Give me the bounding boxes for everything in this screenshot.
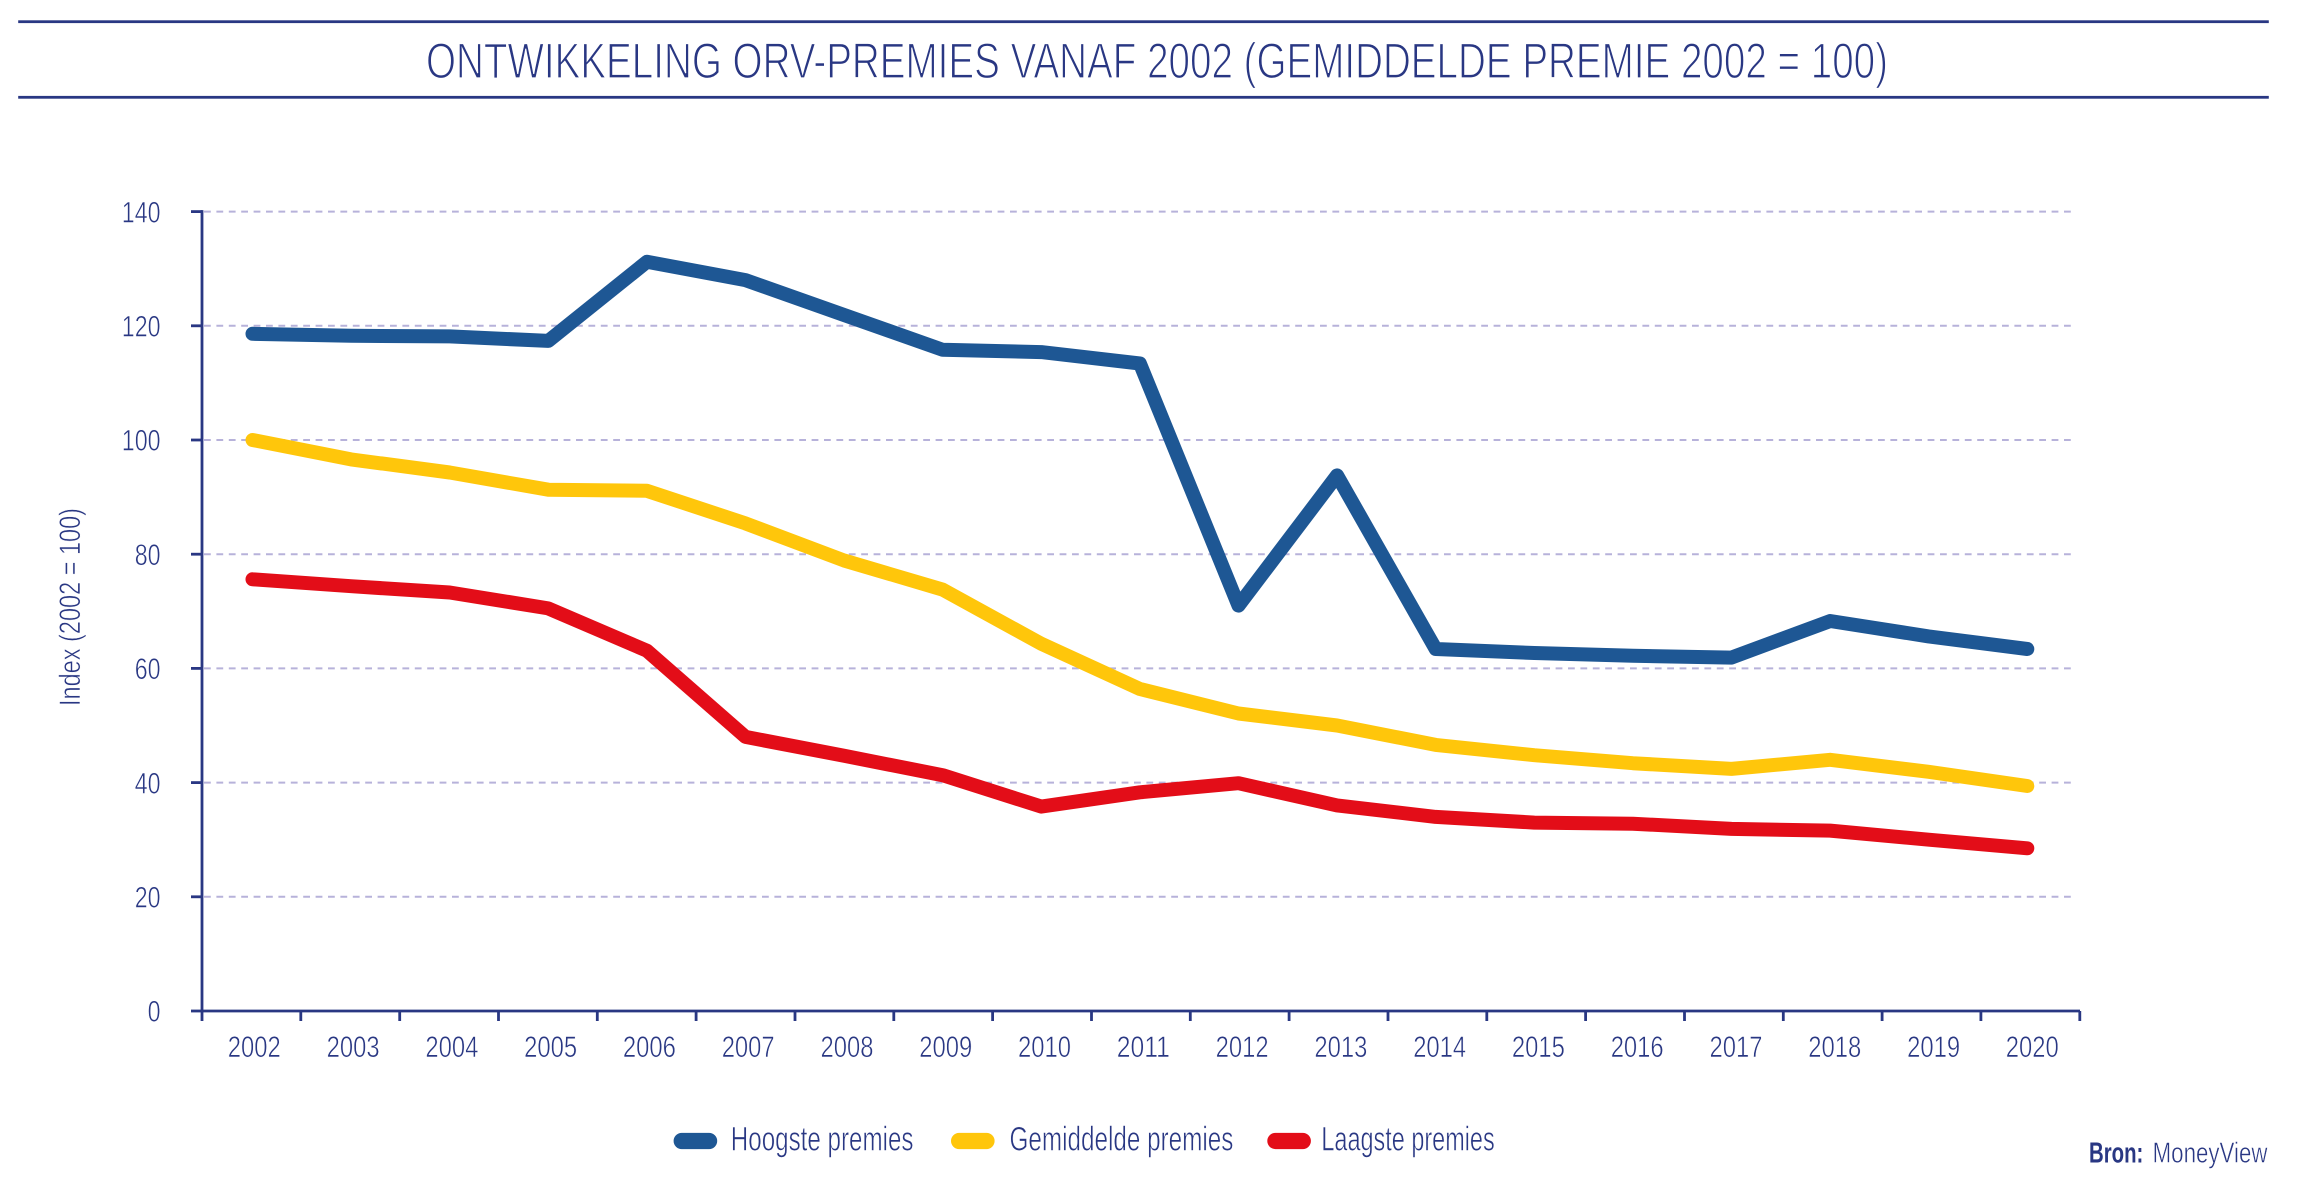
svg-text:2012: 2012 (1216, 1031, 1269, 1064)
svg-text:40: 40 (135, 767, 161, 800)
svg-text:2008: 2008 (821, 1031, 874, 1064)
svg-text:0: 0 (148, 996, 161, 1029)
svg-text:2017: 2017 (1710, 1031, 1763, 1064)
svg-text:2011: 2011 (1117, 1031, 1170, 1064)
svg-text:Laagste premies: Laagste premies (1321, 1120, 1494, 1158)
svg-text:2010: 2010 (1018, 1031, 1071, 1064)
svg-text:20: 20 (135, 882, 161, 915)
svg-text:Index (2002 = 100): Index (2002 = 100) (54, 508, 87, 706)
svg-text:2019: 2019 (1907, 1031, 1960, 1064)
svg-text:2016: 2016 (1611, 1031, 1664, 1064)
svg-text:100: 100 (122, 425, 161, 458)
svg-text:140: 140 (122, 196, 161, 229)
svg-text:2004: 2004 (425, 1031, 478, 1064)
svg-text:2018: 2018 (1808, 1031, 1861, 1064)
svg-text:Gemiddelde premies: Gemiddelde premies (1010, 1120, 1234, 1158)
svg-text:2009: 2009 (919, 1031, 972, 1064)
svg-text:80: 80 (135, 539, 161, 572)
svg-text:2005: 2005 (524, 1031, 577, 1064)
svg-text:2015: 2015 (1512, 1031, 1565, 1064)
svg-text:Hoogste premies: Hoogste premies (731, 1120, 914, 1158)
svg-text:2014: 2014 (1413, 1031, 1466, 1064)
svg-text:MoneyView: MoneyView (2153, 1138, 2269, 1170)
svg-text:2003: 2003 (327, 1031, 380, 1064)
svg-text:2007: 2007 (722, 1031, 775, 1064)
svg-text:2002: 2002 (228, 1031, 281, 1064)
svg-text:2013: 2013 (1314, 1031, 1367, 1064)
svg-text:120: 120 (122, 311, 161, 344)
svg-text:Bron:: Bron: (2089, 1138, 2143, 1170)
svg-text:ONTWIKKELING ORV-PREMIES VANAF: ONTWIKKELING ORV-PREMIES VANAF 2002 (GEM… (426, 33, 1888, 89)
svg-text:60: 60 (135, 653, 161, 686)
svg-text:2020: 2020 (2006, 1031, 2059, 1064)
svg-text:2006: 2006 (623, 1031, 676, 1064)
